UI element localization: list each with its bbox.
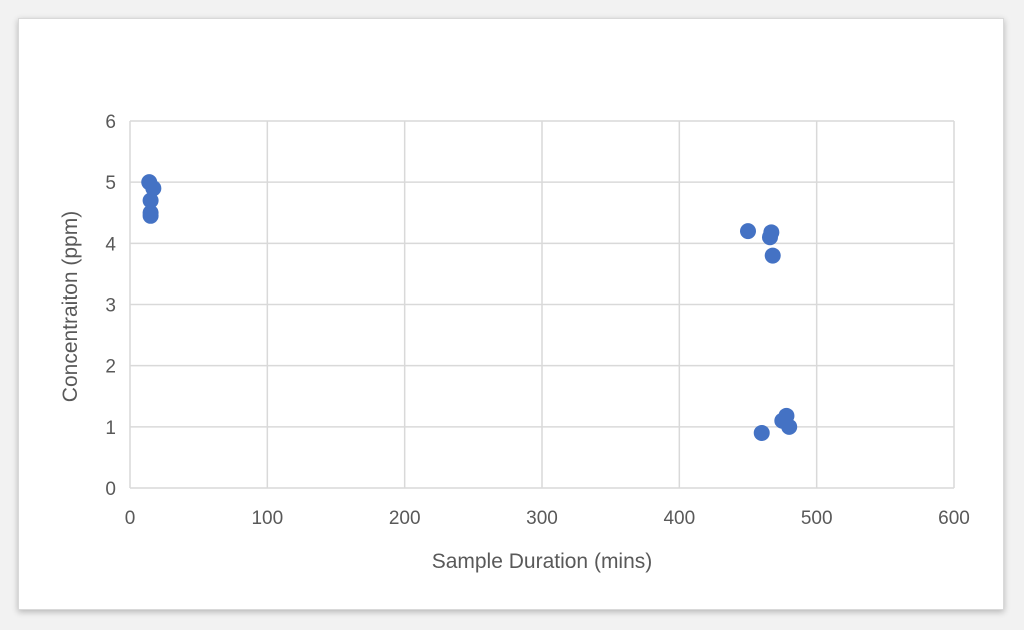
y-tick-label: 0 bbox=[105, 479, 116, 500]
data-point bbox=[145, 180, 162, 197]
y-tick-label: 1 bbox=[105, 418, 116, 439]
data-point bbox=[740, 223, 756, 240]
x-tick-label: 0 bbox=[125, 508, 136, 529]
tick-labels: 0 1 2 3 4 5 6 0 100 200 300 400 500 600 bbox=[105, 112, 969, 529]
x-tick-label: 400 bbox=[663, 508, 695, 529]
data-point bbox=[761, 229, 778, 246]
data-point bbox=[764, 247, 781, 264]
y-tick-label: 3 bbox=[105, 296, 116, 317]
x-tick-label: 300 bbox=[526, 508, 558, 529]
data-point bbox=[142, 192, 159, 209]
chart-frame bbox=[18, 18, 1004, 610]
y-tick-label: 4 bbox=[105, 234, 116, 255]
x-tick-label: 500 bbox=[801, 508, 833, 529]
data-points bbox=[141, 174, 798, 441]
y-tick-label: 2 bbox=[105, 357, 116, 378]
data-point bbox=[781, 418, 798, 435]
x-axis-title: Sample Duration (mins) bbox=[432, 550, 653, 573]
y-axis-title: Concentraiton (ppm) bbox=[59, 211, 82, 402]
x-tick-label: 100 bbox=[251, 508, 283, 529]
data-point bbox=[142, 207, 159, 224]
x-tick-label: 200 bbox=[389, 508, 421, 529]
x-tick-label: 600 bbox=[938, 508, 970, 529]
data-point bbox=[753, 424, 770, 441]
y-tick-label: 5 bbox=[105, 173, 116, 194]
gridlines bbox=[129, 120, 955, 489]
y-tick-label: 6 bbox=[105, 112, 116, 133]
